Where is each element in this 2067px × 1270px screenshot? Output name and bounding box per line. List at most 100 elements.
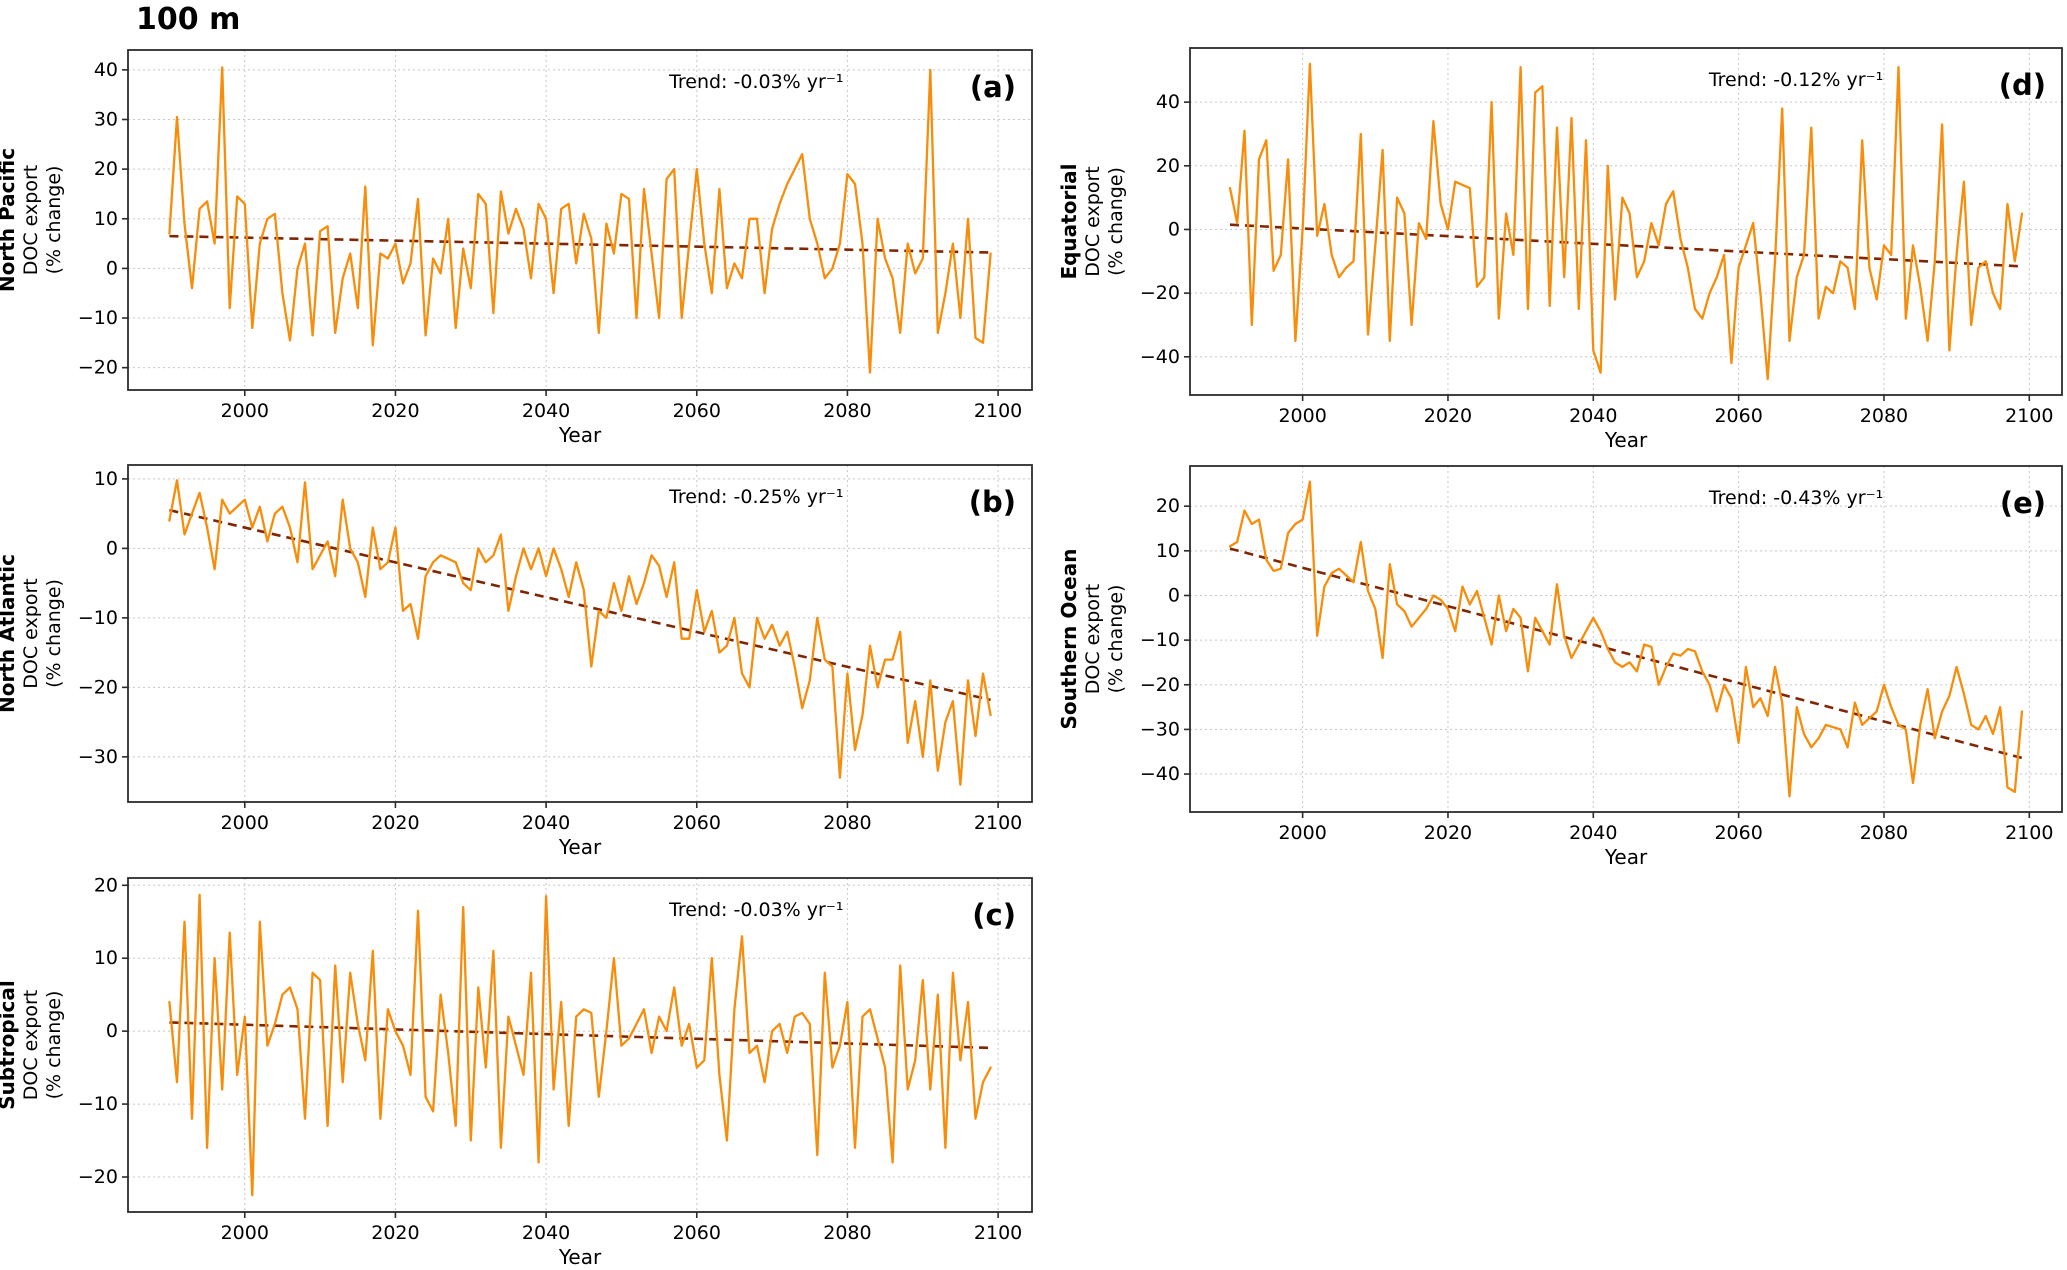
ylabel-line: (% change) (43, 579, 65, 688)
series-line (168, 479, 992, 786)
axis-label-year: Year (558, 1245, 602, 1269)
x-tick-label: 2040 (522, 1222, 570, 1244)
panel-b: 2000 2020 2040 2060 2080 2100 −30 −20 −10 0 10 Year… (0, 464, 1033, 859)
x-tick-label: 2060 (673, 400, 721, 422)
y-tick-label: 0 (106, 257, 118, 279)
x-tick-label: 2100 (2005, 822, 2053, 844)
y-tick-label: 10 (94, 947, 118, 969)
ylabel-line: DOC export (20, 578, 42, 688)
panel-letter: (e) (2000, 486, 2046, 520)
x-tick-label: 2000 (1278, 822, 1326, 844)
x-tick-label: 2080 (823, 1222, 871, 1244)
x-tick-label: 2080 (823, 812, 871, 834)
panel-letter: (d) (1999, 68, 2046, 102)
panel-c: 2000 2020 2040 2060 2080 2100 −20 −10 0 10 20 Year S… (0, 874, 1033, 1269)
axis-label-year: Year (558, 423, 602, 447)
y-tick-label: 30 (94, 108, 118, 130)
ylabel-region: Subtropical (0, 980, 19, 1110)
x-tick-label: 2000 (1278, 405, 1326, 427)
x-tick-label: 2040 (522, 400, 570, 422)
trend-line (169, 508, 991, 702)
y-tick-label: −10 (1140, 629, 1180, 651)
x-tick-label: 2040 (522, 812, 570, 834)
panel-e: 2000 2020 2040 2060 2080 2100 −40 −30 −20 −10 0 10 2… (1057, 465, 2063, 869)
x-tick-label: 2020 (371, 812, 419, 834)
x-tick-label: 2020 (371, 400, 419, 422)
axis-label-year: Year (1604, 845, 1648, 869)
y-tick-label: 20 (94, 874, 118, 896)
y-tick-label: 0 (1168, 584, 1180, 606)
y-tick-label: 40 (1156, 91, 1180, 113)
x-tick-label: 2080 (1860, 822, 1908, 844)
y-tick-label: −10 (78, 607, 118, 629)
y-tick-label: −20 (1140, 674, 1180, 696)
series-line (168, 66, 992, 374)
ylabel-line: DOC export (1082, 166, 1104, 276)
y-tick-label: −10 (78, 1093, 118, 1115)
y-tick-label: 10 (94, 208, 118, 230)
y-tick-label: 20 (94, 158, 118, 180)
ylabel-region: Southern Ocean (1057, 549, 1081, 730)
plot-spines (1189, 47, 2063, 396)
trend-annotation: Trend: -0.03% yr⁻¹ (668, 71, 843, 93)
axis-label-year: Year (1604, 428, 1648, 452)
plot-spines (127, 464, 1033, 803)
x-tick-label: 2080 (1860, 405, 1908, 427)
y-tick-label: 0 (106, 537, 118, 559)
y-tick-label: 20 (1156, 155, 1180, 177)
x-tick-label: 2100 (974, 1222, 1022, 1244)
ylabel-line: (% change) (1105, 585, 1127, 694)
x-tick-label: 2060 (1714, 405, 1762, 427)
ylabel-line: (% change) (1105, 167, 1127, 276)
plot-spines (127, 877, 1033, 1213)
y-tick-label: −30 (78, 746, 118, 768)
ylabel-line: DOC export (20, 165, 42, 275)
y-tick-label: 10 (1156, 540, 1180, 562)
y-tick-label: −20 (78, 357, 118, 379)
figure-title: 100 m (136, 2, 241, 37)
panel-a: 2000 2020 2040 2060 2080 2100 −20 −10 0 10 20 30 40 Y… (0, 49, 1033, 447)
axis-label-year: Year (558, 835, 602, 859)
x-tick-label: 2020 (1424, 822, 1472, 844)
x-tick-label: 2000 (221, 400, 269, 422)
y-tick-label: 40 (94, 59, 118, 81)
y-tick-label: −20 (78, 1166, 118, 1188)
x-tick-label: 2100 (2005, 405, 2053, 427)
ylabel-line: DOC export (20, 990, 42, 1100)
series-line (168, 893, 992, 1197)
ylabel-region: North Atlantic (0, 554, 19, 713)
y-tick-label: −30 (1140, 718, 1180, 740)
ylabel-line: (% change) (43, 991, 65, 1100)
trend-line (1229, 223, 2023, 268)
x-tick-label: 2020 (371, 1222, 419, 1244)
ylabel-region: North Pacific (0, 148, 19, 292)
ylabel-region: Equatorial (1057, 163, 1081, 279)
y-tick-label: 0 (106, 1020, 118, 1042)
panel-letter: (a) (970, 70, 1016, 104)
x-tick-label: 2100 (974, 400, 1022, 422)
x-tick-label: 2060 (1714, 822, 1762, 844)
x-tick-label: 2000 (221, 1222, 269, 1244)
plot-spines (1189, 465, 2063, 813)
series-line (1228, 62, 2024, 381)
panel-letter: (b) (969, 485, 1016, 519)
x-tick-label: 2040 (1569, 405, 1617, 427)
y-tick-label: −20 (1140, 282, 1180, 304)
x-tick-label: 2040 (1569, 822, 1617, 844)
trend-annotation: Trend: -0.12% yr⁻¹ (1708, 69, 1883, 91)
trend-line (169, 1021, 991, 1050)
x-tick-label: 2060 (673, 1222, 721, 1244)
y-tick-label: 0 (1168, 218, 1180, 240)
trend-annotation: Trend: -0.25% yr⁻¹ (668, 486, 843, 508)
ylabel-line: DOC export (1082, 584, 1104, 694)
y-tick-label: 10 (94, 468, 118, 490)
x-tick-label: 2020 (1424, 405, 1472, 427)
series-line (1228, 480, 2024, 798)
y-tick-label: −10 (78, 307, 118, 329)
x-tick-label: 2060 (673, 812, 721, 834)
plot-spines (127, 49, 1033, 391)
panel-d: 2000 2020 2040 2060 2080 2100−40−2002040YearE… (1057, 47, 2063, 452)
trend-annotation: Trend: -0.43% yr⁻¹ (1708, 487, 1883, 509)
x-tick-label: 2000 (221, 812, 269, 834)
trend-line (1229, 547, 2023, 760)
